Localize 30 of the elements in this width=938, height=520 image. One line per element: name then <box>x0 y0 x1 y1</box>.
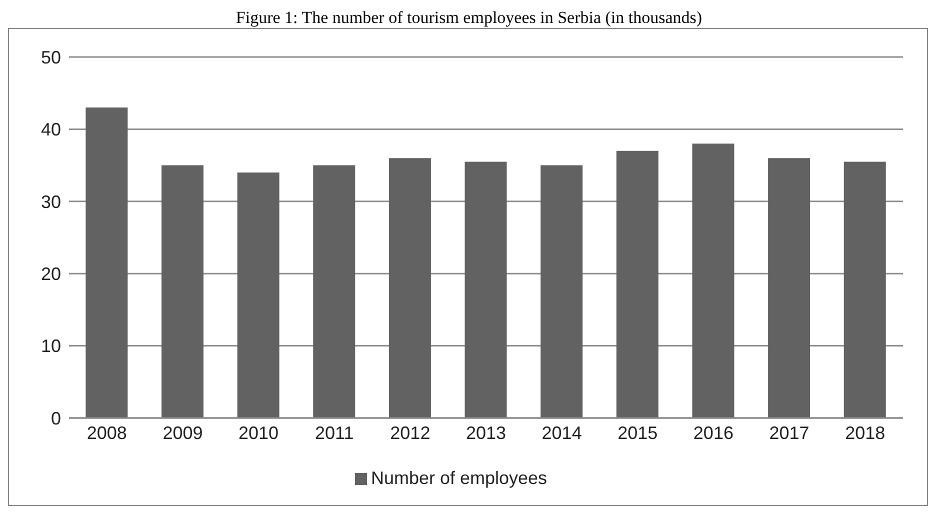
x-tick-label: 2011 <box>315 422 354 443</box>
x-tick-label: 2016 <box>693 422 734 443</box>
chart-title: Figure 1: The number of tourism employees in Serbia (in thousands) <box>234 8 704 28</box>
bar <box>844 162 886 418</box>
x-tick-label: 2013 <box>466 422 506 443</box>
y-tick-label: 0 <box>50 408 61 428</box>
y-tick-label: 20 <box>40 264 61 284</box>
y-tick-label: 50 <box>40 47 61 68</box>
bar <box>540 165 583 418</box>
y-tick-label: 30 <box>40 192 61 212</box>
bar <box>162 165 204 418</box>
bar <box>616 150 658 418</box>
x-tick-label: 2017 <box>769 422 810 443</box>
bar <box>692 144 734 418</box>
x-tick-label: 2015 <box>618 422 658 443</box>
bar <box>768 158 810 418</box>
x-tick-label: 2018 <box>845 422 886 443</box>
y-tick-label: 10 <box>40 336 61 356</box>
x-tick-label: 2012 <box>390 422 430 443</box>
bar <box>313 165 356 418</box>
bar <box>86 108 128 418</box>
x-tick-label: 2008 <box>86 422 127 443</box>
bar <box>464 162 507 418</box>
legend-label: Number of employees <box>370 468 548 488</box>
y-tick-label: 40 <box>40 120 61 140</box>
x-tick-label: 2009 <box>162 422 203 443</box>
bar <box>237 172 280 418</box>
x-tick-label: 2010 <box>238 422 279 443</box>
bar <box>388 158 431 418</box>
x-tick-label: 2014 <box>542 422 582 443</box>
